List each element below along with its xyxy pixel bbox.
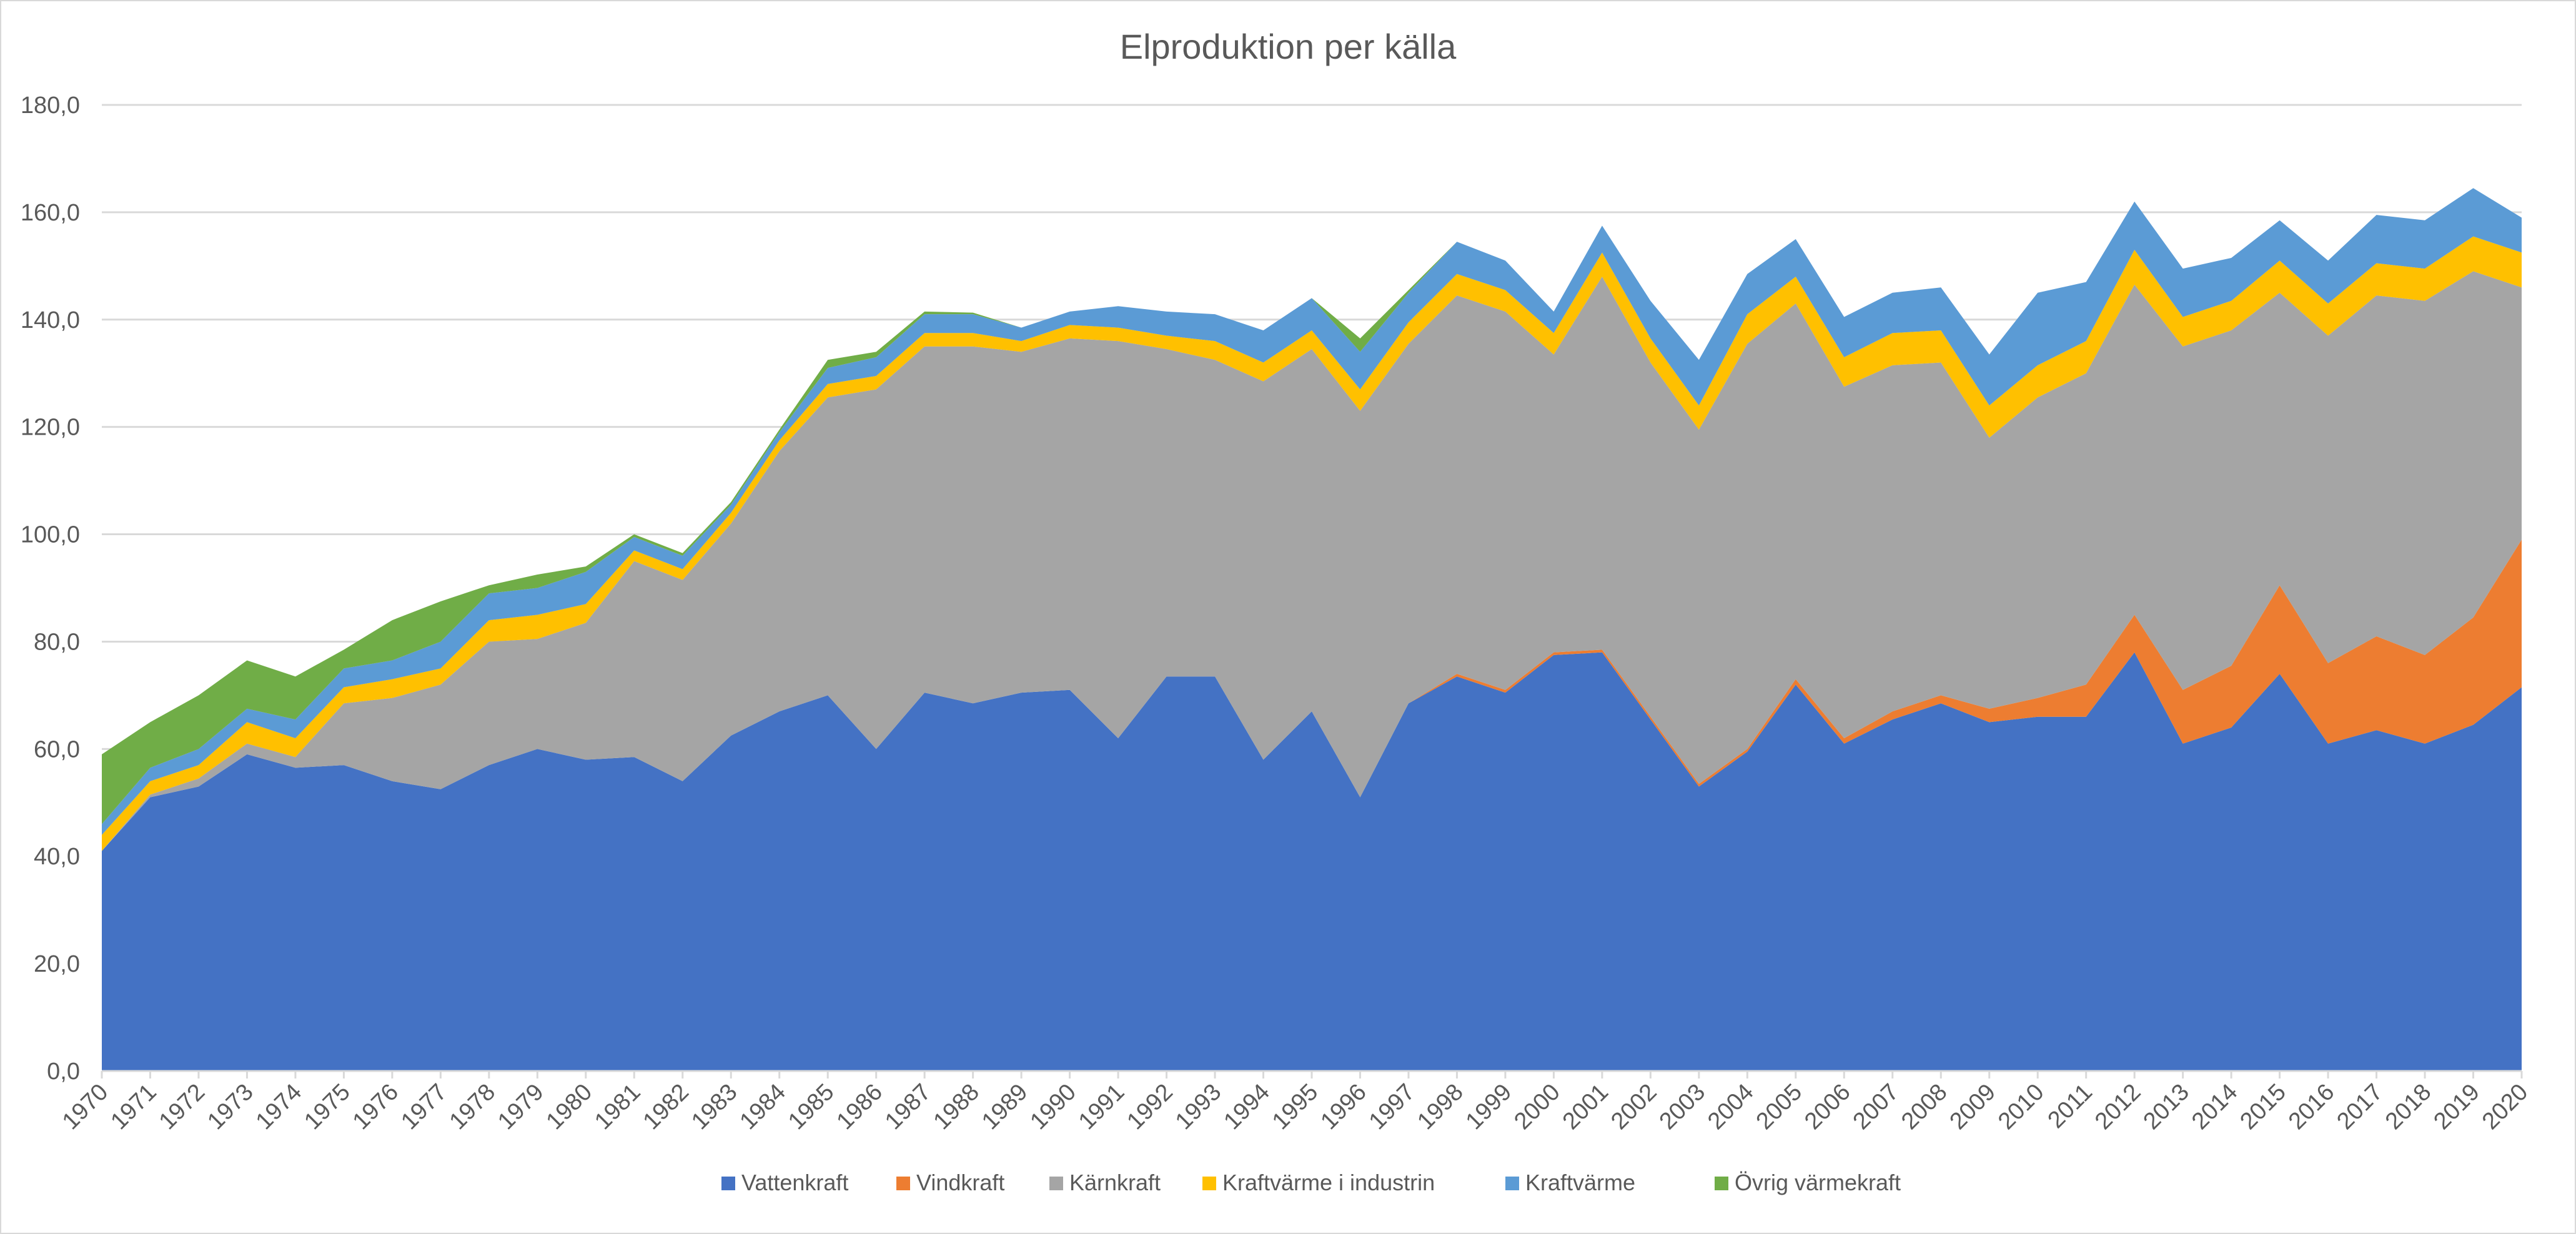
x-tick-label: 2006 — [1800, 1079, 1855, 1135]
x-tick-label: 1995 — [1267, 1079, 1323, 1135]
y-tick-label: 80,0 — [34, 629, 80, 655]
y-tick-label: 140,0 — [21, 307, 80, 333]
x-tick-label: 2001 — [1558, 1079, 1613, 1135]
x-tick-label: 2014 — [2187, 1079, 2242, 1135]
x-tick-label: 1980 — [542, 1079, 597, 1135]
area-kraftvärme — [102, 188, 2522, 835]
legend-swatch — [721, 1177, 735, 1190]
x-tick-label: 1979 — [493, 1079, 548, 1135]
x-tick-label: 1976 — [348, 1079, 404, 1135]
x-tick-label: 1982 — [638, 1079, 694, 1135]
x-tick-label: 1971 — [106, 1079, 161, 1135]
x-tick-label: 1992 — [1122, 1079, 1177, 1135]
legend-swatch — [1202, 1177, 1216, 1190]
x-tick-label: 1999 — [1461, 1079, 1517, 1135]
y-tick-label: 100,0 — [21, 522, 80, 548]
area-series — [102, 188, 2522, 1071]
x-tick-label: 1977 — [396, 1079, 452, 1135]
legend-label: Kraftvärme — [1525, 1170, 1635, 1195]
x-tick-label: 2015 — [2235, 1079, 2291, 1135]
y-tick-label: 160,0 — [21, 200, 80, 226]
x-tick-label: 2012 — [2090, 1079, 2146, 1135]
x-tick-label: 1996 — [1315, 1079, 1371, 1135]
area-kärnkraft — [102, 271, 2522, 851]
x-tick-label: 1986 — [832, 1079, 888, 1135]
x-tick-label: 2003 — [1655, 1079, 1710, 1135]
x-tick-label: 1978 — [445, 1079, 500, 1135]
x-tick-label: 1983 — [686, 1079, 742, 1135]
x-tick-label: 1973 — [202, 1079, 258, 1135]
legend-label: Övrig värmekraft — [1735, 1170, 1901, 1195]
legend-label: Kärnkraft — [1069, 1170, 1161, 1195]
y-tick-label: 40,0 — [34, 844, 80, 870]
x-tick-label: 1990 — [1025, 1079, 1081, 1135]
x-tick-label: 1991 — [1074, 1079, 1129, 1135]
x-tick-label: 1985 — [783, 1079, 839, 1135]
x-tick-label: 1998 — [1412, 1079, 1468, 1135]
x-tick-label: 1997 — [1364, 1079, 1420, 1135]
legend-label: Kraftvärme i industrin — [1222, 1170, 1435, 1195]
x-tick-label: 2010 — [1993, 1079, 2049, 1135]
legend-swatch — [1049, 1177, 1063, 1190]
x-tick-label: 2004 — [1703, 1079, 1758, 1135]
y-tick-label: 20,0 — [34, 951, 80, 977]
x-tick-label: 1987 — [880, 1079, 936, 1135]
x-tick-label: 2008 — [1896, 1079, 1952, 1135]
x-tick-label: 1984 — [735, 1079, 791, 1135]
x-tick-label: 1994 — [1219, 1079, 1274, 1135]
chart-title: Elproduktion per källa — [1119, 27, 1457, 66]
x-tick-label: 1974 — [251, 1079, 307, 1135]
x-tick-label: 2011 — [2043, 1079, 2098, 1133]
x-tick-label: 2002 — [1606, 1079, 1662, 1135]
x-tick-label: 1981 — [590, 1079, 645, 1135]
x-tick-label: 2017 — [2332, 1079, 2387, 1135]
x-tick-label: 2019 — [2429, 1079, 2484, 1135]
y-tick-label: 0,0 — [47, 1059, 80, 1085]
x-tick-label: 1972 — [154, 1079, 210, 1135]
y-tick-label: 180,0 — [21, 92, 80, 119]
x-tick-label: 2013 — [2139, 1079, 2194, 1135]
y-tick-label: 60,0 — [34, 736, 80, 763]
x-tick-label: 2005 — [1751, 1079, 1807, 1135]
x-tick-label: 1970 — [57, 1079, 113, 1135]
legend-swatch — [1715, 1177, 1728, 1190]
legend: Vattenkraft Vindkraft Kärnkraft Kraftvärme … — [721, 1170, 1901, 1195]
area-vattenkraft — [102, 652, 2522, 1071]
x-tick-label: 2020 — [2477, 1079, 2533, 1135]
x-tick-label: 1988 — [929, 1079, 984, 1135]
legend-label: Vattenkraft — [741, 1170, 848, 1195]
y-tick-label: 120,0 — [21, 415, 80, 441]
x-tick-label: 2009 — [1945, 1079, 2001, 1135]
legend-swatch — [1505, 1177, 1519, 1190]
x-tick-label: 1989 — [977, 1079, 1033, 1135]
x-tick-label: 2016 — [2284, 1079, 2339, 1135]
x-tick-label: 2007 — [1848, 1079, 1904, 1135]
x-tick-label: 2018 — [2380, 1079, 2436, 1135]
x-tick-label: 1975 — [299, 1079, 355, 1135]
legend-swatch — [896, 1177, 910, 1190]
x-tick-label: 1993 — [1171, 1079, 1226, 1135]
x-tick-label: 2000 — [1509, 1079, 1565, 1135]
legend-label: Vindkraft — [916, 1170, 1004, 1195]
